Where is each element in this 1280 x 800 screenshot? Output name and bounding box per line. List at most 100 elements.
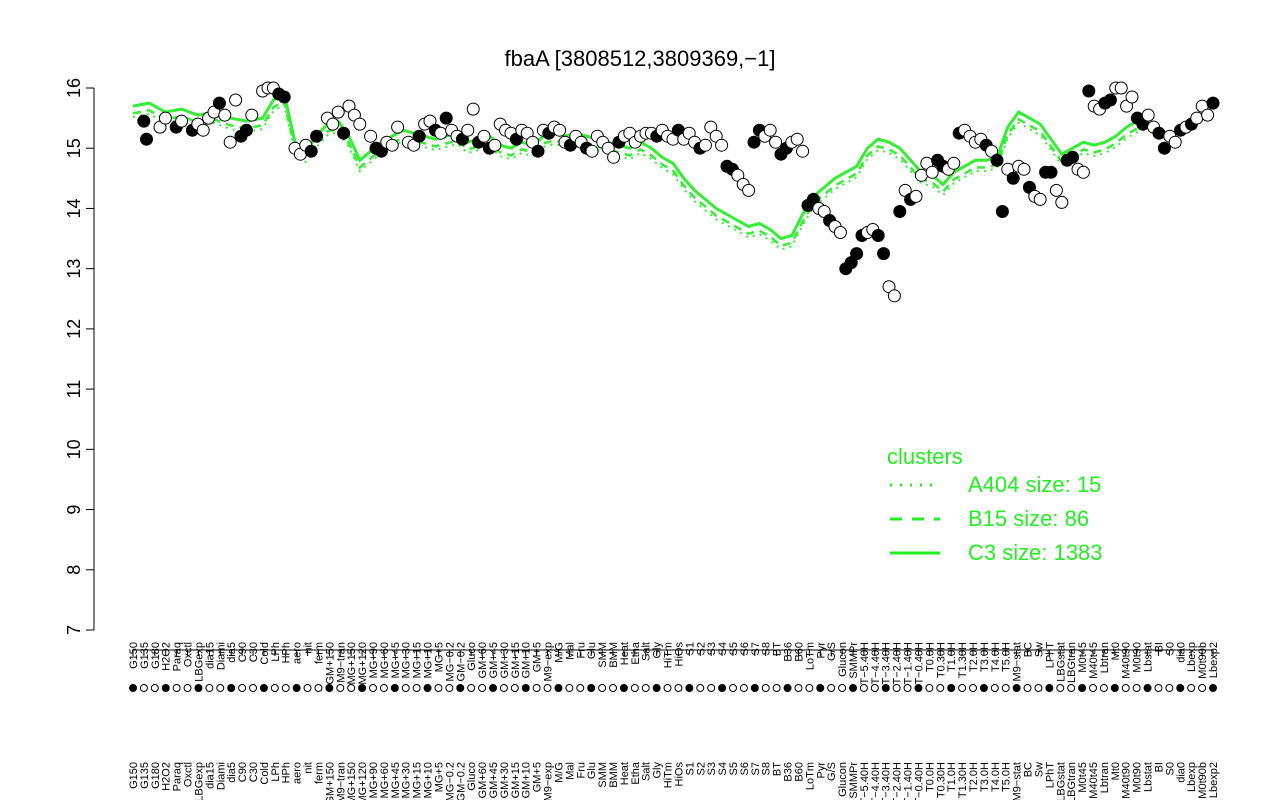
x-sample-marker	[1198, 684, 1207, 692]
x-tick-label: T−1.40H	[903, 642, 915, 685]
x-tick-label: T0.0H	[924, 642, 936, 672]
x-tick-label: BI	[1153, 642, 1165, 652]
x-tick-label: GM+15	[510, 642, 522, 678]
x-sample-marker	[576, 684, 585, 692]
x-sample-marker	[936, 684, 945, 692]
x-sample-marker	[718, 684, 727, 692]
x-tick-label: B60	[793, 642, 805, 662]
x-tick-label: Diami	[215, 642, 227, 670]
x-tick-label-bottom: ferm	[313, 762, 325, 784]
x-tick-label: MG+150	[346, 642, 358, 685]
data-point	[914, 168, 928, 182]
x-sample-marker	[489, 684, 497, 692]
x-tick-label-bottom: Oxctl	[183, 762, 195, 787]
data-point	[212, 96, 226, 110]
x-tick-label: GM+45	[488, 642, 500, 678]
x-tick-label: GM+60	[477, 642, 489, 678]
x-sample-marker	[707, 684, 716, 692]
data-point	[277, 90, 291, 104]
x-sample-marker	[838, 684, 847, 692]
x-sample-marker	[870, 684, 879, 692]
x-sample-marker	[761, 684, 770, 692]
x-tick-label-bottom: T1.0H	[946, 762, 958, 792]
data-point	[1157, 141, 1171, 155]
data-point	[790, 132, 804, 146]
x-sample-marker	[194, 684, 203, 692]
x-tick-label-bottom: Lbstat	[1143, 762, 1155, 792]
x-tick-label: M40t90	[1121, 642, 1133, 679]
x-sample-marker	[238, 684, 247, 692]
x-sample-marker	[303, 684, 312, 692]
data-point	[391, 120, 405, 134]
data-point	[1066, 150, 1080, 164]
x-sample-marker	[849, 684, 857, 692]
data-point	[990, 153, 1004, 167]
data-point	[1006, 171, 1020, 185]
x-tick-label: LoTm	[804, 642, 816, 670]
x-sample-marker	[1121, 684, 1130, 692]
x-tick-label-bottom: MG−0.2	[444, 762, 456, 800]
x-sample-marker	[1078, 684, 1087, 692]
x-tick-label: Lbstat	[1143, 642, 1155, 672]
x-tick-label-bottom: dia5	[226, 762, 238, 783]
x-sample-marker	[379, 684, 388, 692]
x-tick-label: HPh	[281, 642, 293, 663]
x-sample-marker	[336, 684, 345, 692]
data-point	[947, 156, 961, 170]
x-sample-marker	[685, 684, 694, 692]
x-sample-marker	[1187, 684, 1196, 692]
x-tick-label: T2.0H	[968, 642, 980, 672]
x-tick-label: S1	[684, 642, 696, 655]
x-tick-label: Lbexp	[1186, 642, 1198, 672]
x-tick-label-bottom: S3	[706, 762, 718, 775]
data-point	[763, 123, 777, 137]
x-tick-label: GM+30	[499, 642, 511, 678]
data-point	[439, 111, 453, 125]
x-tick-label-bottom: S5	[728, 762, 740, 775]
x-tick-label-bottom: MG+90	[368, 762, 380, 798]
x-tick-label: S6	[739, 642, 751, 655]
data-point	[196, 123, 210, 137]
x-sample-marker	[314, 684, 323, 692]
x-tick-label: MG+45	[390, 642, 402, 678]
x-tick-label-bottom: LPhT	[1044, 762, 1056, 789]
x-tick-label-bottom: nit	[303, 762, 315, 774]
x-tick-label-bottom: SMM	[597, 762, 609, 788]
data-point	[218, 108, 232, 122]
x-tick-label: HiTm	[663, 642, 675, 668]
x-tick-label-bottom: Lbexp	[1186, 762, 1198, 792]
x-tick-label: S5	[728, 642, 740, 655]
x-sample-marker	[1056, 684, 1065, 692]
x-tick-label: B36	[783, 642, 795, 662]
x-tick-label: M9−exp	[543, 642, 555, 681]
y-tick-label: 9	[64, 505, 84, 515]
x-tick-label: G180	[150, 642, 162, 669]
x-tick-label: Mal	[564, 642, 576, 660]
data-point	[1033, 192, 1047, 206]
x-sample-marker	[227, 684, 236, 692]
x-tick-label: M9−tran	[335, 642, 347, 683]
legend: clusters A404 size: 15 B15 size: 86 C3 siz…	[887, 444, 1103, 565]
x-tick-label-bottom: T2.0H	[968, 762, 980, 792]
x-tick-label: LPh	[270, 642, 282, 662]
x-tick-label: T−0.40H	[913, 642, 925, 685]
x-tick-label-bottom: SMMPr	[848, 762, 860, 799]
data-point	[925, 165, 939, 179]
x-tick-label-bottom: dia0	[1175, 762, 1187, 783]
x-tick-label: LBGtran	[1066, 642, 1078, 683]
x-sample-marker	[434, 684, 443, 692]
x-tick-label: nit	[303, 642, 315, 654]
y-tick-label: 15	[64, 138, 84, 158]
x-sample-marker	[270, 684, 279, 692]
data-point	[175, 114, 189, 128]
x-tick-label-bottom: GM+60	[477, 762, 489, 798]
x-sample-marker	[881, 684, 890, 692]
x-sample-marker	[729, 684, 737, 692]
x-tick-label-bottom: LBGexp	[193, 762, 205, 800]
x-sample-marker	[183, 684, 192, 692]
x-tick-label: T−5.40H	[859, 642, 871, 685]
data-point	[1141, 108, 1155, 122]
x-tick-label-bottom: M9−tran	[335, 762, 347, 800]
x-tick-label: MG+60	[379, 642, 391, 678]
x-tick-label-bottom: LBGtran	[1066, 762, 1078, 800]
